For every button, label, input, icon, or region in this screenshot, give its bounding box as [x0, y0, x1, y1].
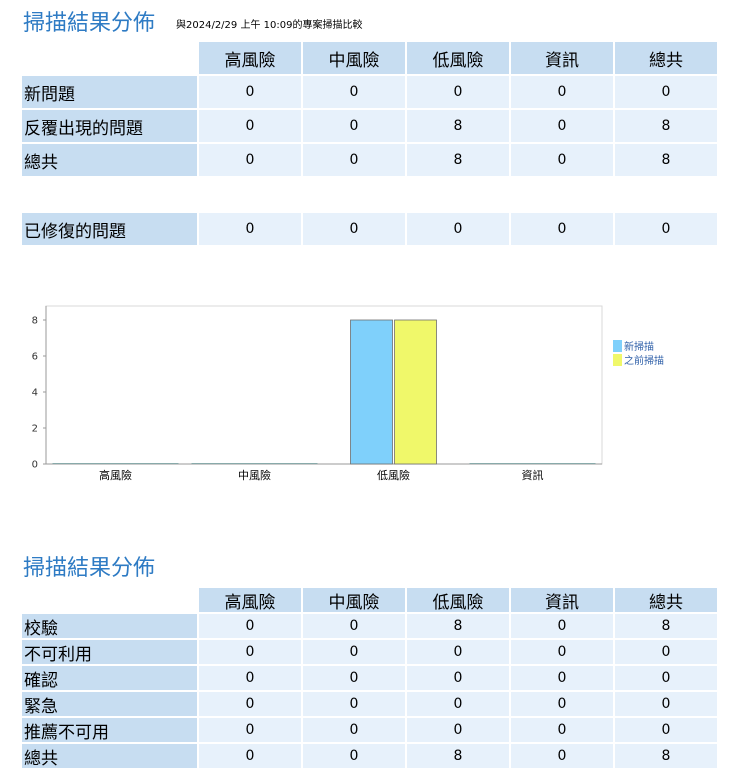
- table-cell: 0: [407, 692, 509, 716]
- table-cell: 0: [199, 692, 301, 716]
- table-cell: 0: [303, 718, 405, 742]
- column-header: 低風險: [407, 588, 509, 613]
- table-cell: 0: [615, 666, 717, 690]
- x-tick-label: 資訊: [522, 468, 544, 482]
- table-cell: 0: [615, 718, 717, 742]
- table-cell: 0: [615, 76, 717, 108]
- table-cell: 0: [407, 666, 509, 690]
- x-tick-label: 低風險: [377, 468, 410, 482]
- summary-table: 高風險 中風險 低風險 資訊 總共 新問題 0 0 0 0 0 反覆出現的問題 …: [22, 42, 717, 176]
- status-table: 高風險 中風險 低風險 資訊 總共 校驗 0 0 8 0 8 不可利用 0 0 …: [22, 588, 717, 769]
- bar-previous-scan: [394, 319, 437, 465]
- row-label-not-exploitable: 不可利用: [22, 640, 197, 665]
- row-label-fixed-issues: 已修復的問題: [22, 213, 197, 245]
- table-cell: 0: [511, 640, 613, 664]
- table-cell: 0: [303, 614, 405, 638]
- row-label-urgent: 緊急: [22, 692, 197, 717]
- table-cell: 0: [407, 718, 509, 742]
- y-tick-label: 6: [32, 352, 38, 363]
- y-tick-label: 0: [32, 460, 38, 471]
- table-cell: 0: [511, 692, 613, 716]
- table-cell: 0: [199, 640, 301, 664]
- table-cell: 0: [199, 144, 301, 176]
- row-label-verify: 校驗: [22, 614, 197, 639]
- x-tick-label: 高風險: [99, 468, 132, 482]
- column-header: 總共: [615, 588, 717, 613]
- section1-subtitle: 與2024/2/29 上午 10:09的專案掃描比較: [176, 20, 363, 31]
- column-header: 資訊: [511, 588, 613, 613]
- table-cell: 0: [303, 744, 405, 768]
- table-cell: 0: [199, 666, 301, 690]
- table-cell: 8: [407, 144, 509, 176]
- column-header: 高風險: [199, 588, 301, 613]
- y-tick-label: 4: [32, 388, 38, 399]
- table-cell: 0: [511, 614, 613, 638]
- table-cell: 0: [511, 213, 613, 245]
- row-label-confirmed: 確認: [22, 666, 197, 691]
- legend-swatch: [613, 354, 622, 366]
- table-cell: 8: [615, 744, 717, 768]
- y-tick-label: 2: [32, 424, 38, 435]
- table-cell: 0: [303, 213, 405, 245]
- x-tick-label: 中風險: [238, 468, 271, 482]
- table-cell: 0: [511, 666, 613, 690]
- column-header: 資訊: [511, 42, 613, 74]
- table-cell: 0: [407, 76, 509, 108]
- fixed-issues-table: 已修復的問題 0 0 0 0 0: [22, 213, 717, 245]
- table-cell: 0: [199, 744, 301, 768]
- table-cell: 0: [407, 213, 509, 245]
- table-cell: 0: [511, 110, 613, 142]
- table-cell: 0: [511, 744, 613, 768]
- table-corner: [22, 42, 197, 74]
- table-cell: 0: [511, 144, 613, 176]
- table-cell: 0: [303, 692, 405, 716]
- table-cell: 0: [303, 76, 405, 108]
- section2-title: 掃描結果分佈: [23, 556, 156, 581]
- legend-label: 之前掃描: [624, 354, 664, 367]
- table-cell: 0: [615, 640, 717, 664]
- legend-label: 新掃描: [624, 340, 654, 353]
- table-cell: 8: [407, 744, 509, 768]
- section1-title: 掃描結果分佈: [23, 11, 156, 36]
- table-cell: 0: [407, 640, 509, 664]
- row-label-recurring-issues: 反覆出現的問題: [22, 110, 197, 142]
- y-tick-label: 8: [32, 316, 38, 327]
- table-cell: 8: [615, 110, 717, 142]
- row-label-total: 總共: [22, 744, 197, 769]
- table-cell: 0: [199, 213, 301, 245]
- table-cell: 0: [303, 110, 405, 142]
- row-label-proposed-not-exploitable: 推薦不可用: [22, 718, 197, 743]
- column-header: 高風險: [199, 42, 301, 74]
- table-cell: 0: [303, 640, 405, 664]
- table-cell: 0: [199, 614, 301, 638]
- bar-new-scan: [350, 319, 393, 465]
- table-cell: 8: [615, 614, 717, 638]
- table-cell: 8: [407, 110, 509, 142]
- table-cell: 8: [615, 144, 717, 176]
- column-header: 總共: [615, 42, 717, 74]
- legend-swatch: [613, 340, 622, 352]
- table-cell: 0: [511, 76, 613, 108]
- row-label-total: 總共: [22, 144, 197, 176]
- table-cell: 0: [615, 692, 717, 716]
- table-cell: 0: [511, 718, 613, 742]
- row-label-new-issues: 新問題: [22, 76, 197, 108]
- column-header: 中風險: [303, 42, 405, 74]
- column-header: 低風險: [407, 42, 509, 74]
- table-cell: 0: [303, 666, 405, 690]
- table-cell: 0: [199, 76, 301, 108]
- plot-area: [45, 305, 603, 465]
- column-header: 中風險: [303, 588, 405, 613]
- table-cell: 0: [199, 110, 301, 142]
- table-cell: 8: [407, 614, 509, 638]
- table-cell: 0: [199, 718, 301, 742]
- table-cell: 0: [615, 213, 717, 245]
- table-cell: 0: [303, 144, 405, 176]
- table-corner: [22, 588, 197, 612]
